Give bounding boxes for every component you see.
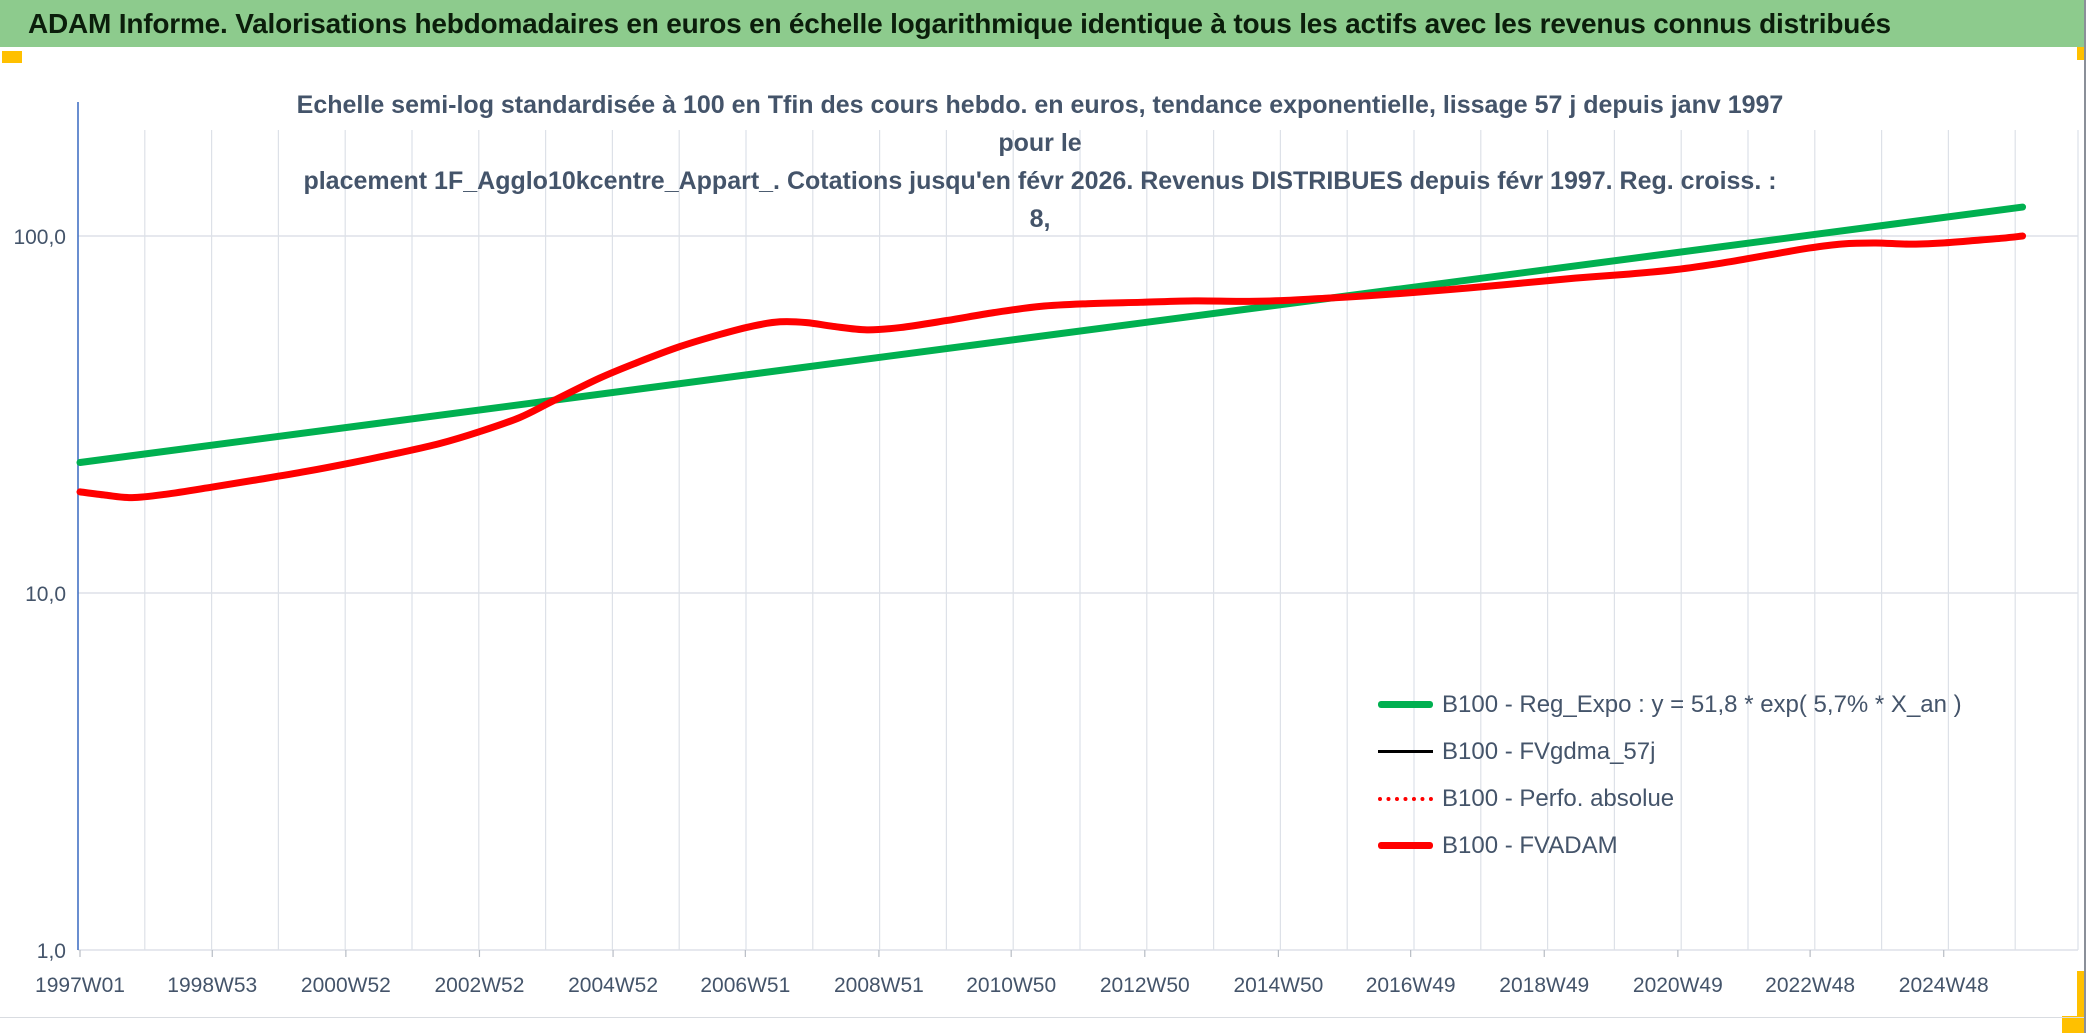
legend-label: B100 - FVADAM: [1442, 831, 1618, 859]
legend-item: B100 - FVgdma_57j: [1378, 728, 1962, 775]
orange-accent-right-top: [2077, 47, 2086, 60]
x-tick-label: 2012W50: [1100, 974, 1190, 997]
orange-accent-right-strip: [2077, 971, 2086, 1033]
legend-swatch-red-solid-icon: [1378, 842, 1433, 849]
legend-swatch-red-dotted-icon: [1378, 796, 1433, 801]
x-tick-label: 2010W50: [966, 974, 1056, 997]
x-tick-label: 1998W53: [167, 974, 257, 997]
y-tick-label: 100,0: [13, 226, 66, 249]
x-tick-label: 2018W49: [1499, 974, 1589, 997]
legend-swatch-black-solid-icon: [1378, 750, 1433, 753]
x-tick-label: 2008W51: [834, 974, 924, 997]
legend-label: B100 - FVgdma_57j: [1442, 737, 1656, 765]
orange-accent-left: [2, 51, 22, 63]
bottom-hairline: [0, 1017, 2086, 1018]
y-tick-label: 10,0: [25, 583, 66, 606]
x-tick-label: 2002W52: [435, 974, 525, 997]
page-title: ADAM Informe. Valorisations hebdomadaire…: [28, 7, 1891, 39]
x-tick-label: 2000W52: [301, 974, 391, 997]
x-tick-label: 1997W01: [35, 974, 125, 997]
series-b100-fvgdma-57j: [78, 234, 2025, 500]
chart-subtitle-line2: placement 1F_Agglo10kcentre_Appart_. Cot…: [303, 167, 1777, 233]
legend-item: B100 - FVADAM: [1378, 822, 1962, 869]
legend-swatch-green-solid-icon: [1378, 701, 1433, 708]
legend-label: B100 - Perfo. absolue: [1442, 784, 1675, 812]
x-tick-label: 2006W51: [700, 974, 790, 997]
x-tick-label: 2024W48: [1899, 974, 1989, 997]
legend-item: B100 - Perfo. absolue: [1378, 775, 1962, 822]
chart-legend: B100 - Reg_Expo : y = 51,8 * exp( 5,7% *…: [1378, 681, 1962, 869]
series-b100-perfo-absolue: [78, 234, 2024, 499]
series-b100-fvadam: [76, 232, 2027, 502]
y-tick-label: 1,0: [37, 940, 66, 963]
header-bar: ADAM Informe. Valorisations hebdomadaire…: [0, 0, 2086, 47]
x-tick-label: 2014W50: [1233, 974, 1323, 997]
orange-accent-bottom-right: [2062, 1016, 2086, 1033]
chart-subtitle-line1: Echelle semi-log standardisée à 100 en T…: [296, 91, 1784, 157]
chart-subtitle: Echelle semi-log standardisée à 100 en T…: [290, 86, 1790, 238]
legend-label: B100 - Reg_Expo : y = 51,8 * exp( 5,7% *…: [1442, 690, 1962, 718]
x-tick-label: 2004W52: [568, 974, 658, 997]
x-tick-label: 2016W49: [1366, 974, 1456, 997]
series-b100-reg-expo: [76, 203, 2027, 467]
x-tick-label: 2020W49: [1633, 974, 1723, 997]
right-edge-border: [2084, 0, 2086, 1033]
legend-item: B100 - Reg_Expo : y = 51,8 * exp( 5,7% *…: [1378, 681, 1962, 728]
x-tick-label: 2022W48: [1765, 974, 1855, 997]
